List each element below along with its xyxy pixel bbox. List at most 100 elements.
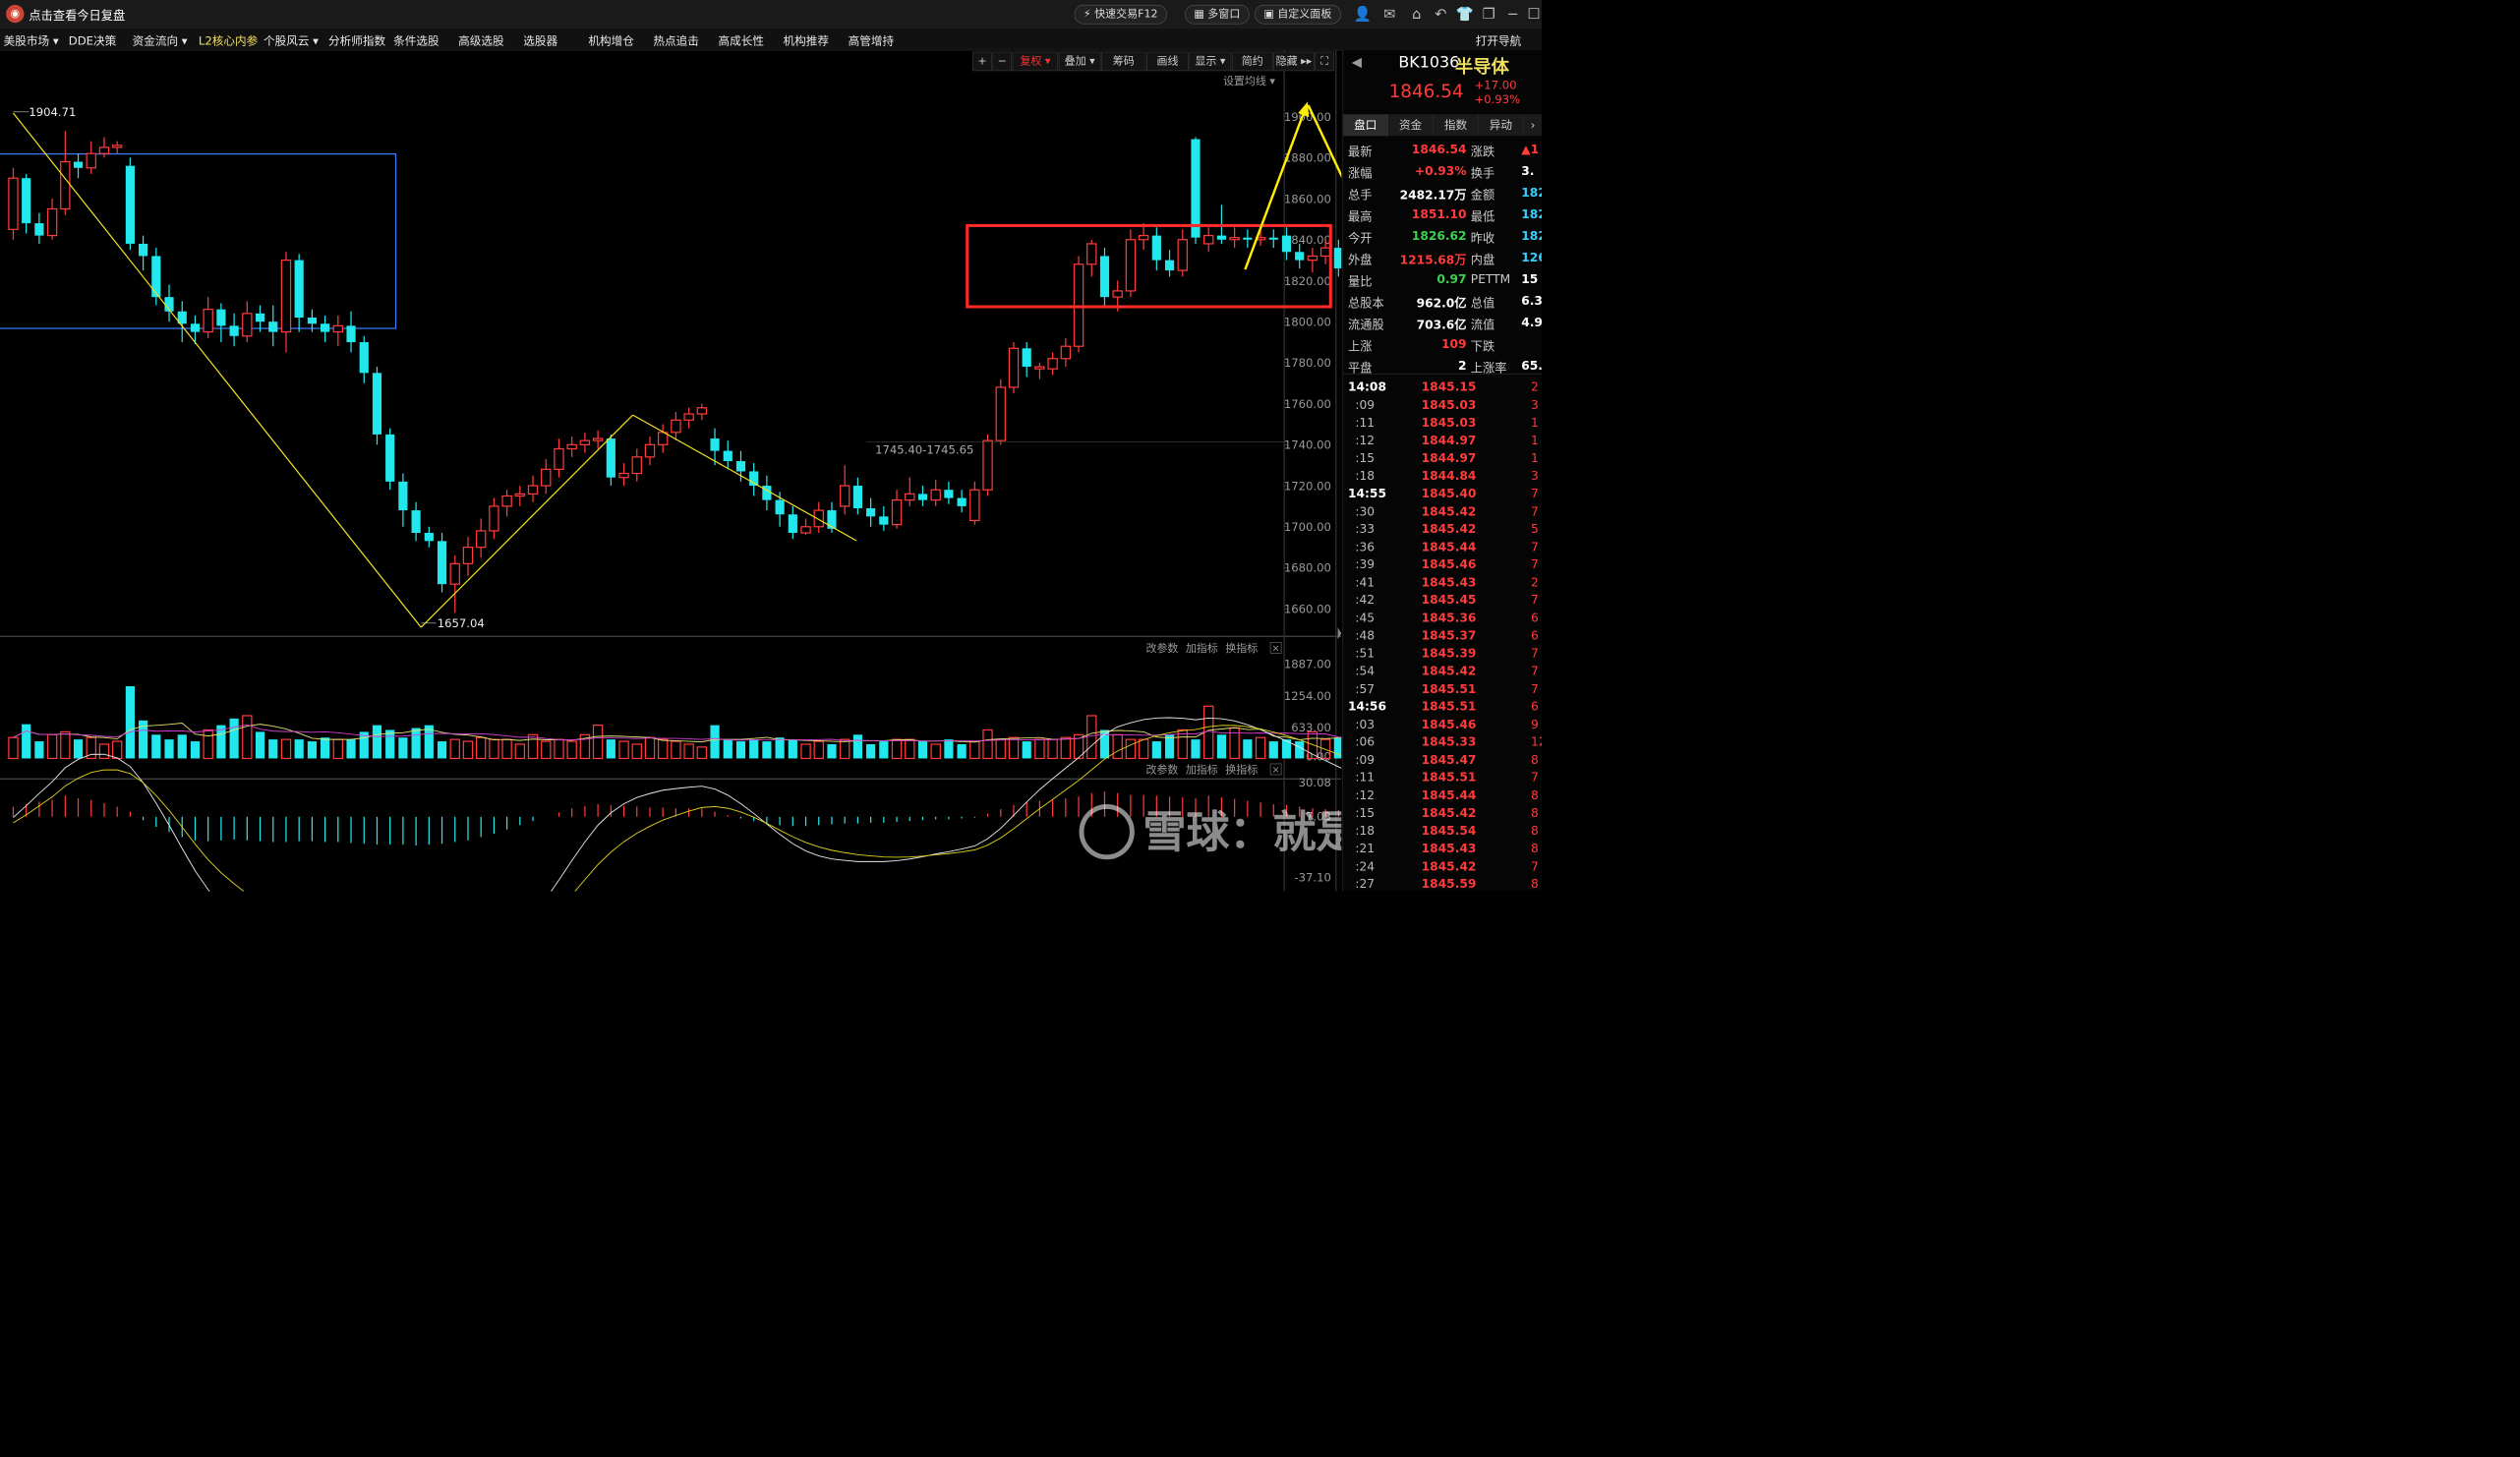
display-button[interactable]: 显示 ▾ [1189,51,1232,72]
tick-time: :54 [1355,663,1376,678]
tick-time: :36 [1355,539,1376,554]
draw-line-button[interactable]: 画线 [1146,51,1189,72]
menu-dde[interactable]: DDE决策 [68,33,117,48]
back-icon[interactable]: ↶ [1435,5,1447,23]
volume-bar [1151,741,1161,759]
tick-volume: 8 [1530,805,1539,820]
volume-bar [216,725,226,759]
fullscreen-icon[interactable]: ⛶ [1315,51,1334,72]
tick-time: :09 [1355,397,1376,412]
restore-icon[interactable]: ❐ [1482,5,1495,23]
menu-analyst-index[interactable]: 分析师指数 [328,33,386,48]
close-icon[interactable] [1269,642,1282,654]
zoom-in-button[interactable]: + [972,51,992,72]
hide-button[interactable]: 隐藏 ▸▸ [1273,51,1315,72]
skin-icon[interactable]: 👕 [1455,5,1474,23]
menu-l2-core[interactable]: L2核心内参 [198,33,259,48]
overlay-button[interactable]: 叠加 ▾ [1058,51,1101,72]
mail-icon[interactable]: ✉ [1383,5,1396,23]
panel-tool-link[interactable]: 换指标 [1225,641,1258,655]
candle-body [449,562,460,585]
tab-funds[interactable]: 资金 [1387,114,1434,137]
menu-fund-flow[interactable]: 资金流向 ▾ [132,33,188,48]
menu-stock-news[interactable]: 个股风云 ▾ [263,33,319,48]
volume-bar [1086,715,1097,760]
candle-body [631,456,642,475]
menu-advanced-pick[interactable]: 高级选股 [458,33,504,48]
tick-price: 1845.51 [1421,770,1477,785]
tick-time: :48 [1355,627,1376,643]
tick-volume: 7 [1530,680,1539,696]
tick-volume: 8 [1530,841,1539,855]
volume-bar [579,733,591,760]
candle-body [905,493,915,501]
volume-bar [125,685,135,759]
volume-bar [1164,734,1175,759]
menu-inst-recommend[interactable]: 机构推荐 [783,33,830,48]
tab-index[interactable]: 指数 [1433,114,1479,137]
quote-value: 703.6亿 [1416,318,1467,332]
volume-bar [332,738,344,760]
tab-more-icon[interactable]: › [1523,114,1543,137]
price-tick-label: 1840.00 [1284,233,1331,247]
quick-trade-button[interactable]: ⚡ 快速交易F12 [1074,4,1167,25]
window-title[interactable]: 点击查看今日复盘 [29,8,126,24]
panel-tool-link[interactable]: 加指标 [1186,641,1218,655]
custom-panel-button[interactable]: ▣ 自定义面板 [1255,4,1341,25]
panel-tool-link[interactable]: 改参数 [1145,763,1178,777]
quote-label: 涨跌 [1470,144,1495,159]
menu-us-market[interactable]: 美股市场 ▾ [3,33,59,48]
close-icon[interactable] [1269,763,1282,776]
minimize-icon[interactable]: − [1506,5,1519,23]
panel-tool-link[interactable]: 换指标 [1225,763,1258,777]
quote-label: 外盘 [1348,252,1373,267]
ma-settings-link[interactable]: 设置均线 ▾ [1223,74,1275,87]
adjust-button[interactable]: 复权 ▾ [1012,51,1059,72]
volume-bar [1099,729,1110,759]
panel-tool-link[interactable]: 改参数 [1145,641,1178,655]
tick-row: :41 1845.43 2 [1343,575,1542,593]
tick-row: :18 1844.84 3 [1343,468,1542,486]
tab-movement[interactable]: 异动 [1478,114,1524,137]
volume-bar [489,738,499,760]
menu-hot-chase[interactable]: 热点追击 [653,33,699,48]
menu-condition-pick[interactable]: 条件选股 [393,33,440,48]
chips-button[interactable]: 筹码 [1101,51,1146,72]
tick-volume: 7 [1530,539,1539,554]
quote-label: PETTM [1470,271,1511,287]
candle-body [190,323,201,332]
quote-value: ▲1 [1521,142,1540,157]
close-icon: × [1272,644,1280,655]
tab-handicap[interactable]: 盘口 [1343,114,1388,137]
maximize-icon[interactable]: ☐ [1527,5,1541,23]
menu-high-growth[interactable]: 高成长性 [718,33,764,48]
tick-time: :09 [1355,752,1376,767]
candle-body [1086,243,1097,265]
quote-label: 总值 [1470,295,1495,311]
multi-window-button[interactable]: ▦ 多窗口 [1185,4,1250,25]
kline-chart[interactable]: 1900.00 1880.00 1860.00 1840.00 1820.00 1800.… [0,49,1342,892]
quote-row: 涨幅 +0.93% 换手 3. [1343,162,1542,183]
candle-body [46,207,58,237]
candle-body [203,309,213,333]
volume-bar [164,739,174,759]
user-icon[interactable]: 👤 [1353,5,1372,23]
menu-open-nav[interactable]: 打开导航 [1475,33,1522,48]
volume-bar [1295,741,1305,759]
panel-tool-link[interactable]: 加指标 [1186,763,1218,777]
stock-change: +17.00 [1474,79,1517,92]
candle-body [891,499,903,526]
tick-time: :27 [1355,876,1376,892]
simple-button[interactable]: 简约 [1231,51,1273,72]
tick-time: 14:55 [1348,486,1386,501]
menu-exec-increase[interactable]: 高管增持 [848,33,895,48]
menu-inst-increase[interactable]: 机构增仓 [588,33,634,48]
volume-bar [98,743,110,760]
prev-arrow-icon[interactable]: ◀ [1351,54,1363,70]
zoom-out-button[interactable]: − [992,51,1013,72]
menu-stock-picker[interactable]: 选股器 [523,33,558,48]
home-icon[interactable]: ⌂ [1412,5,1422,23]
quote-value: 1215.68万 [1399,252,1467,267]
tick-price: 1845.37 [1421,627,1477,643]
